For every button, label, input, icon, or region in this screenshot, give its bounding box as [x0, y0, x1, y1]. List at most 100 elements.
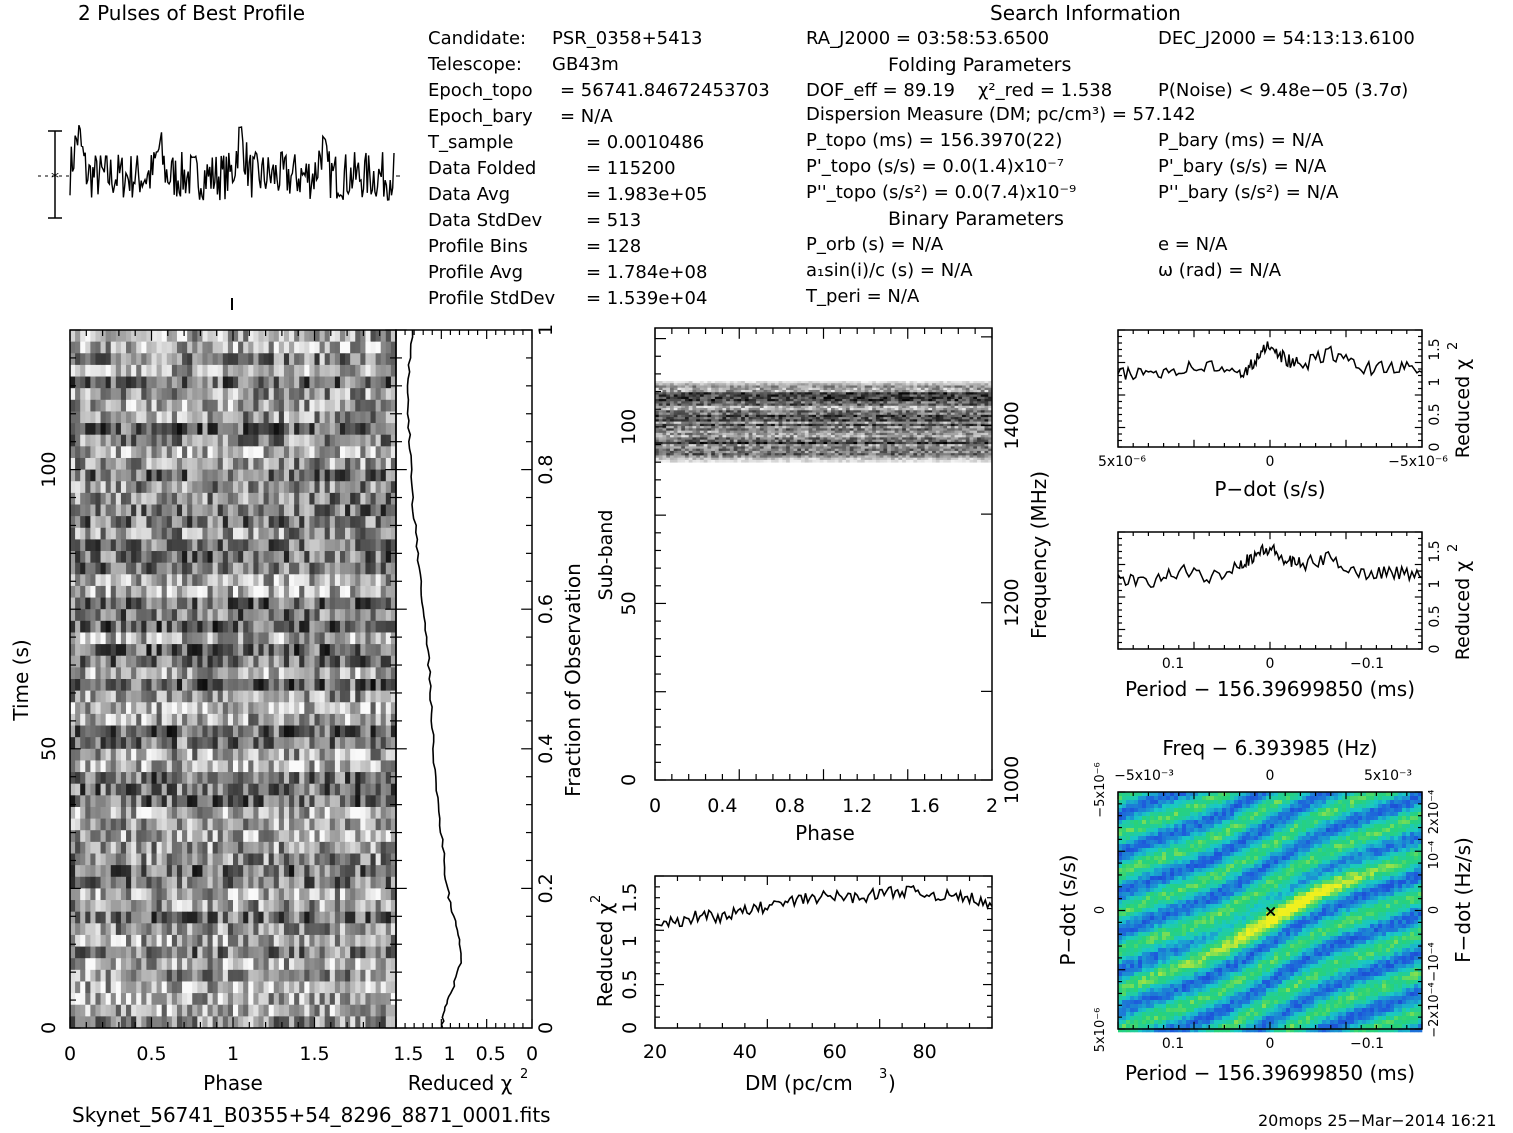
- pdot-chi-ytick: 0.5: [1427, 403, 1443, 425]
- time-chi-ytick: 0.8: [535, 454, 557, 484]
- period-chi-ytick: 0: [1427, 645, 1443, 654]
- period-chi-xtick: 0.1: [1162, 656, 1184, 672]
- subband-xtick: 0.8: [775, 795, 805, 817]
- pdot-chi-frame: [1117, 329, 1423, 448]
- pdot-chi-xtick: 0: [1266, 454, 1275, 470]
- pdot-chi-ytick: 1: [1427, 378, 1443, 387]
- subband-y2tick: 1400: [1001, 401, 1023, 449]
- dm-chi-ytick: 0.5: [619, 969, 641, 999]
- chi-value: χ²_red = 1.538: [978, 80, 1113, 101]
- pdot-chi-line: [1117, 341, 1423, 381]
- time-chi-frame: [395, 329, 533, 1029]
- ppdot-map-y2tick: 0: [1427, 906, 1442, 914]
- subband-image: [655, 380, 993, 463]
- subband-ytick: 100: [618, 409, 640, 445]
- ra-value: RA_J2000 = 03:58:53.6500: [806, 28, 1050, 49]
- dm-chi-xtick: 20: [643, 1041, 667, 1063]
- info-label: Profile Bins: [428, 236, 528, 257]
- info-value: = N/A: [560, 106, 613, 127]
- pdot-chi-ytick: 1.5: [1427, 338, 1443, 360]
- subband-ytick: 0: [618, 774, 640, 786]
- dm-chi-xlabel-sup: 3: [879, 1067, 887, 1082]
- time-phase-xtick: 0.5: [136, 1043, 166, 1065]
- info-value: = 56741.84672453703: [560, 80, 770, 101]
- subband-y2tick: 1000: [1001, 756, 1023, 804]
- period-chi-xtick: −0.1: [1350, 656, 1384, 672]
- info-label: Profile StdDev: [428, 288, 556, 309]
- info-label: Data Folded: [428, 158, 537, 179]
- ppdot-map-xtick: −0.1: [1350, 1036, 1384, 1052]
- dm-chi-xtick: 80: [913, 1041, 937, 1063]
- info-label: Epoch_bary: [428, 106, 533, 127]
- period-chi-ytick: 1: [1427, 580, 1443, 589]
- info-value: PSR_0358+5413: [552, 28, 703, 49]
- dof-value: DOF_eff = 89.19: [806, 80, 955, 101]
- dm-chi-xtick: 60: [823, 1041, 847, 1063]
- pnoise-value: P(Noise) < 9.48e−05 (3.7σ): [1158, 80, 1409, 101]
- time-chi-xtick: 1: [444, 1043, 456, 1065]
- ptopo-value: P_topo (ms) = 156.3970(22): [806, 130, 1063, 151]
- pdot-chi-xtick: 5x10⁻⁶: [1098, 454, 1146, 470]
- profile-mean-marker: *: [51, 168, 59, 187]
- ppdot-map-image: [1118, 792, 1423, 1033]
- pdot-chi-ylabel-sup: 2: [1446, 342, 1461, 350]
- pddbary-value: P''_bary (s/s²) = N/A: [1158, 182, 1339, 203]
- info-value: = 513: [586, 210, 642, 231]
- info-label: Epoch_topo: [428, 80, 533, 101]
- pdtopo-value: P'_topo (s/s) = 0.0(1.4)x10⁻⁷: [806, 156, 1064, 177]
- time-phase-ylabel: Time (s): [9, 639, 33, 721]
- ppdot-map-x2tick: 5x10⁻³: [1364, 768, 1412, 784]
- period-chi-xlabel: Period − 156.39699850 (ms): [1125, 677, 1415, 701]
- time-phase-xtick: 0: [64, 1043, 76, 1065]
- period-chi-ytick: 0.5: [1427, 605, 1443, 627]
- dm-chi-frame: [654, 875, 993, 1029]
- ppdot-map-ylabel: P−dot (s/s): [1056, 854, 1080, 965]
- time-chi-xlabel-sup: 2: [520, 1067, 528, 1082]
- info-label: Profile Avg: [428, 262, 524, 283]
- ppdot-map-ytick: 0: [1093, 906, 1108, 914]
- ppdot-map-x2tick: −5x10⁻³: [1114, 768, 1174, 784]
- tperi-value: T_peri = N/A: [806, 286, 920, 307]
- info-value: = 1.983e+05: [586, 184, 708, 205]
- info-label: Data Avg: [428, 184, 511, 205]
- ppdot-map-xtick: 0: [1266, 1036, 1275, 1052]
- subband-y2tick: 1200: [1001, 579, 1023, 627]
- ppdot-map-ytick: −5x10⁻⁶: [1093, 762, 1108, 817]
- time-chi-ylabel: Fraction of Observation: [561, 563, 585, 797]
- ppdot-map-x2tick: 0: [1266, 768, 1275, 784]
- time-phase-xlabel: Phase: [203, 1071, 263, 1095]
- info-value: = 1.784e+08: [586, 262, 708, 283]
- dm-chi-xlabel-end: ): [888, 1071, 896, 1095]
- period-chi-ylabel-sup: 2: [1446, 544, 1461, 552]
- info-label: Candidate:: [428, 28, 527, 49]
- info-value: = 128: [586, 236, 642, 257]
- search-info-title: Search Information: [990, 1, 1181, 25]
- dm-chi-ytick: 1: [619, 935, 641, 947]
- asini-value: a₁sin(i)/c (s) = N/A: [806, 260, 973, 281]
- pbary-value: P_bary (ms) = N/A: [1158, 130, 1324, 151]
- time-chi-xtick: 1.5: [393, 1043, 423, 1065]
- pdot-chi-xlabel: P−dot (s/s): [1214, 477, 1325, 501]
- time-phase-xtick: 1.5: [299, 1043, 329, 1065]
- dm-value: Dispersion Measure (DM; pc/cm³) = 57.142: [806, 104, 1196, 125]
- pdot-chi-ytick: 0: [1427, 443, 1443, 452]
- ecc-value: e = N/A: [1158, 234, 1228, 255]
- dm-chi-line: [654, 884, 993, 929]
- period-chi-xtick: 0: [1266, 656, 1275, 672]
- time-chi-ytick: 0: [535, 1022, 557, 1034]
- time-chi-ytick: 1: [535, 324, 557, 336]
- best-fit-marker: ×: [1264, 902, 1277, 921]
- time-phase-image: [70, 330, 397, 1029]
- subband-xlabel: Phase: [795, 821, 855, 845]
- time-phase-ytick: 50: [38, 737, 60, 761]
- dm-chi-ytick: 0: [619, 1022, 641, 1034]
- subband-ytick: 50: [618, 591, 640, 615]
- period-chi-line: [1117, 543, 1423, 589]
- info-value: = 0.0010486: [586, 132, 705, 153]
- ppdot-map-y2tick: −2x10⁻⁴: [1427, 982, 1442, 1037]
- time-chi-ytick: 0.2: [535, 873, 557, 903]
- pdot-chi-ylabel: Reduced χ: [1452, 359, 1474, 458]
- dm-chi-xlabel: DM (pc/cm: [745, 1071, 853, 1095]
- time-chi-line: [406, 329, 463, 1029]
